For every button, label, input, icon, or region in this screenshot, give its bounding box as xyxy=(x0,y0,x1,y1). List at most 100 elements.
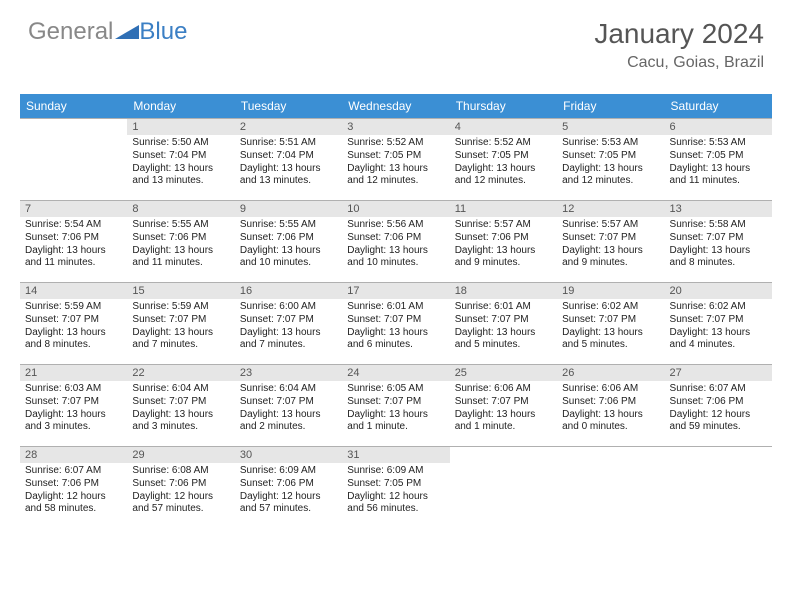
day-details: Sunrise: 5:54 AMSunset: 7:06 PMDaylight:… xyxy=(20,217,127,274)
day-details: Sunrise: 6:06 AMSunset: 7:06 PMDaylight:… xyxy=(557,381,664,438)
calendar-day-cell: 30Sunrise: 6:09 AMSunset: 7:06 PMDayligh… xyxy=(235,447,342,529)
day-number: 12 xyxy=(557,201,664,217)
day-details: Sunrise: 6:05 AMSunset: 7:07 PMDaylight:… xyxy=(342,381,449,438)
day-details: Sunrise: 6:06 AMSunset: 7:07 PMDaylight:… xyxy=(450,381,557,438)
day-header: Thursday xyxy=(450,94,557,119)
calendar-day-cell: 16Sunrise: 6:00 AMSunset: 7:07 PMDayligh… xyxy=(235,283,342,365)
calendar-day-cell: 15Sunrise: 5:59 AMSunset: 7:07 PMDayligh… xyxy=(127,283,234,365)
day-number: 23 xyxy=(235,365,342,381)
day-header: Wednesday xyxy=(342,94,449,119)
day-details: Sunrise: 5:58 AMSunset: 7:07 PMDaylight:… xyxy=(665,217,772,274)
day-details: Sunrise: 5:53 AMSunset: 7:05 PMDaylight:… xyxy=(665,135,772,192)
logo-text-general: General xyxy=(28,18,113,46)
day-details: Sunrise: 6:09 AMSunset: 7:06 PMDaylight:… xyxy=(235,463,342,520)
calendar-week-row: 28Sunrise: 6:07 AMSunset: 7:06 PMDayligh… xyxy=(20,447,772,529)
day-details: Sunrise: 5:57 AMSunset: 7:07 PMDaylight:… xyxy=(557,217,664,274)
calendar-day-cell: 26Sunrise: 6:06 AMSunset: 7:06 PMDayligh… xyxy=(557,365,664,447)
day-number: 1 xyxy=(127,119,234,135)
calendar-day-cell: 24Sunrise: 6:05 AMSunset: 7:07 PMDayligh… xyxy=(342,365,449,447)
calendar-day-cell xyxy=(20,119,127,201)
day-details: Sunrise: 6:04 AMSunset: 7:07 PMDaylight:… xyxy=(235,381,342,438)
logo-text-blue: Blue xyxy=(139,18,187,46)
calendar-day-cell: 29Sunrise: 6:08 AMSunset: 7:06 PMDayligh… xyxy=(127,447,234,529)
day-number: 22 xyxy=(127,365,234,381)
day-number: 2 xyxy=(235,119,342,135)
day-details: Sunrise: 6:01 AMSunset: 7:07 PMDaylight:… xyxy=(450,299,557,356)
day-number: 15 xyxy=(127,283,234,299)
calendar-day-cell: 10Sunrise: 5:56 AMSunset: 7:06 PMDayligh… xyxy=(342,201,449,283)
location-label: Cacu, Goias, Brazil xyxy=(594,54,764,72)
day-details: Sunrise: 5:55 AMSunset: 7:06 PMDaylight:… xyxy=(127,217,234,274)
day-number: 27 xyxy=(665,365,772,381)
calendar-body: 1Sunrise: 5:50 AMSunset: 7:04 PMDaylight… xyxy=(20,119,772,529)
day-number: 4 xyxy=(450,119,557,135)
calendar-day-cell: 23Sunrise: 6:04 AMSunset: 7:07 PMDayligh… xyxy=(235,365,342,447)
day-details: Sunrise: 5:55 AMSunset: 7:06 PMDaylight:… xyxy=(235,217,342,274)
day-header: Tuesday xyxy=(235,94,342,119)
day-number: 20 xyxy=(665,283,772,299)
day-number: 8 xyxy=(127,201,234,217)
day-details: Sunrise: 5:57 AMSunset: 7:06 PMDaylight:… xyxy=(450,217,557,274)
calendar-day-cell: 1Sunrise: 5:50 AMSunset: 7:04 PMDaylight… xyxy=(127,119,234,201)
day-number: 28 xyxy=(20,447,127,463)
calendar-day-cell: 22Sunrise: 6:04 AMSunset: 7:07 PMDayligh… xyxy=(127,365,234,447)
calendar-day-cell: 2Sunrise: 5:51 AMSunset: 7:04 PMDaylight… xyxy=(235,119,342,201)
calendar-day-cell: 18Sunrise: 6:01 AMSunset: 7:07 PMDayligh… xyxy=(450,283,557,365)
calendar-day-cell: 4Sunrise: 5:52 AMSunset: 7:05 PMDaylight… xyxy=(450,119,557,201)
day-details: Sunrise: 6:04 AMSunset: 7:07 PMDaylight:… xyxy=(127,381,234,438)
day-details: Sunrise: 6:08 AMSunset: 7:06 PMDaylight:… xyxy=(127,463,234,520)
calendar-day-cell: 12Sunrise: 5:57 AMSunset: 7:07 PMDayligh… xyxy=(557,201,664,283)
day-number: 5 xyxy=(557,119,664,135)
calendar-day-cell: 31Sunrise: 6:09 AMSunset: 7:05 PMDayligh… xyxy=(342,447,449,529)
calendar-day-cell: 6Sunrise: 5:53 AMSunset: 7:05 PMDaylight… xyxy=(665,119,772,201)
day-number: 13 xyxy=(665,201,772,217)
day-number: 21 xyxy=(20,365,127,381)
day-details: Sunrise: 5:53 AMSunset: 7:05 PMDaylight:… xyxy=(557,135,664,192)
day-number: 17 xyxy=(342,283,449,299)
day-details: Sunrise: 5:52 AMSunset: 7:05 PMDaylight:… xyxy=(450,135,557,192)
calendar-week-row: 21Sunrise: 6:03 AMSunset: 7:07 PMDayligh… xyxy=(20,365,772,447)
day-details: Sunrise: 6:07 AMSunset: 7:06 PMDaylight:… xyxy=(20,463,127,520)
day-details: Sunrise: 6:02 AMSunset: 7:07 PMDaylight:… xyxy=(557,299,664,356)
day-details: Sunrise: 6:01 AMSunset: 7:07 PMDaylight:… xyxy=(342,299,449,356)
day-details: Sunrise: 6:09 AMSunset: 7:05 PMDaylight:… xyxy=(342,463,449,520)
day-header-row: SundayMondayTuesdayWednesdayThursdayFrid… xyxy=(20,94,772,119)
calendar-day-cell: 25Sunrise: 6:06 AMSunset: 7:07 PMDayligh… xyxy=(450,365,557,447)
day-details: Sunrise: 5:51 AMSunset: 7:04 PMDaylight:… xyxy=(235,135,342,192)
day-details: Sunrise: 6:07 AMSunset: 7:06 PMDaylight:… xyxy=(665,381,772,438)
calendar-day-cell: 11Sunrise: 5:57 AMSunset: 7:06 PMDayligh… xyxy=(450,201,557,283)
day-number: 16 xyxy=(235,283,342,299)
calendar-week-row: 14Sunrise: 5:59 AMSunset: 7:07 PMDayligh… xyxy=(20,283,772,365)
calendar-day-cell: 8Sunrise: 5:55 AMSunset: 7:06 PMDaylight… xyxy=(127,201,234,283)
day-details: Sunrise: 6:00 AMSunset: 7:07 PMDaylight:… xyxy=(235,299,342,356)
day-number: 9 xyxy=(235,201,342,217)
day-details: Sunrise: 6:03 AMSunset: 7:07 PMDaylight:… xyxy=(20,381,127,438)
calendar-day-cell: 20Sunrise: 6:02 AMSunset: 7:07 PMDayligh… xyxy=(665,283,772,365)
calendar-week-row: 7Sunrise: 5:54 AMSunset: 7:06 PMDaylight… xyxy=(20,201,772,283)
calendar-day-cell: 9Sunrise: 5:55 AMSunset: 7:06 PMDaylight… xyxy=(235,201,342,283)
calendar-day-cell: 21Sunrise: 6:03 AMSunset: 7:07 PMDayligh… xyxy=(20,365,127,447)
day-number: 19 xyxy=(557,283,664,299)
day-header: Sunday xyxy=(20,94,127,119)
calendar-day-cell xyxy=(665,447,772,529)
calendar-table: SundayMondayTuesdayWednesdayThursdayFrid… xyxy=(20,94,772,529)
calendar-day-cell: 5Sunrise: 5:53 AMSunset: 7:05 PMDaylight… xyxy=(557,119,664,201)
calendar-day-cell: 19Sunrise: 6:02 AMSunset: 7:07 PMDayligh… xyxy=(557,283,664,365)
day-details: Sunrise: 5:56 AMSunset: 7:06 PMDaylight:… xyxy=(342,217,449,274)
day-details: Sunrise: 5:59 AMSunset: 7:07 PMDaylight:… xyxy=(20,299,127,356)
calendar-week-row: 1Sunrise: 5:50 AMSunset: 7:04 PMDaylight… xyxy=(20,119,772,201)
day-number: 3 xyxy=(342,119,449,135)
day-number: 10 xyxy=(342,201,449,217)
title-block: January 2024 Cacu, Goias, Brazil xyxy=(594,18,764,72)
day-header: Monday xyxy=(127,94,234,119)
calendar-day-cell xyxy=(557,447,664,529)
day-details: Sunrise: 5:59 AMSunset: 7:07 PMDaylight:… xyxy=(127,299,234,356)
calendar-day-cell: 28Sunrise: 6:07 AMSunset: 7:06 PMDayligh… xyxy=(20,447,127,529)
day-number: 25 xyxy=(450,365,557,381)
day-number: 7 xyxy=(20,201,127,217)
day-number: 24 xyxy=(342,365,449,381)
calendar-day-cell: 27Sunrise: 6:07 AMSunset: 7:06 PMDayligh… xyxy=(665,365,772,447)
day-number: 26 xyxy=(557,365,664,381)
day-header: Friday xyxy=(557,94,664,119)
day-number: 18 xyxy=(450,283,557,299)
